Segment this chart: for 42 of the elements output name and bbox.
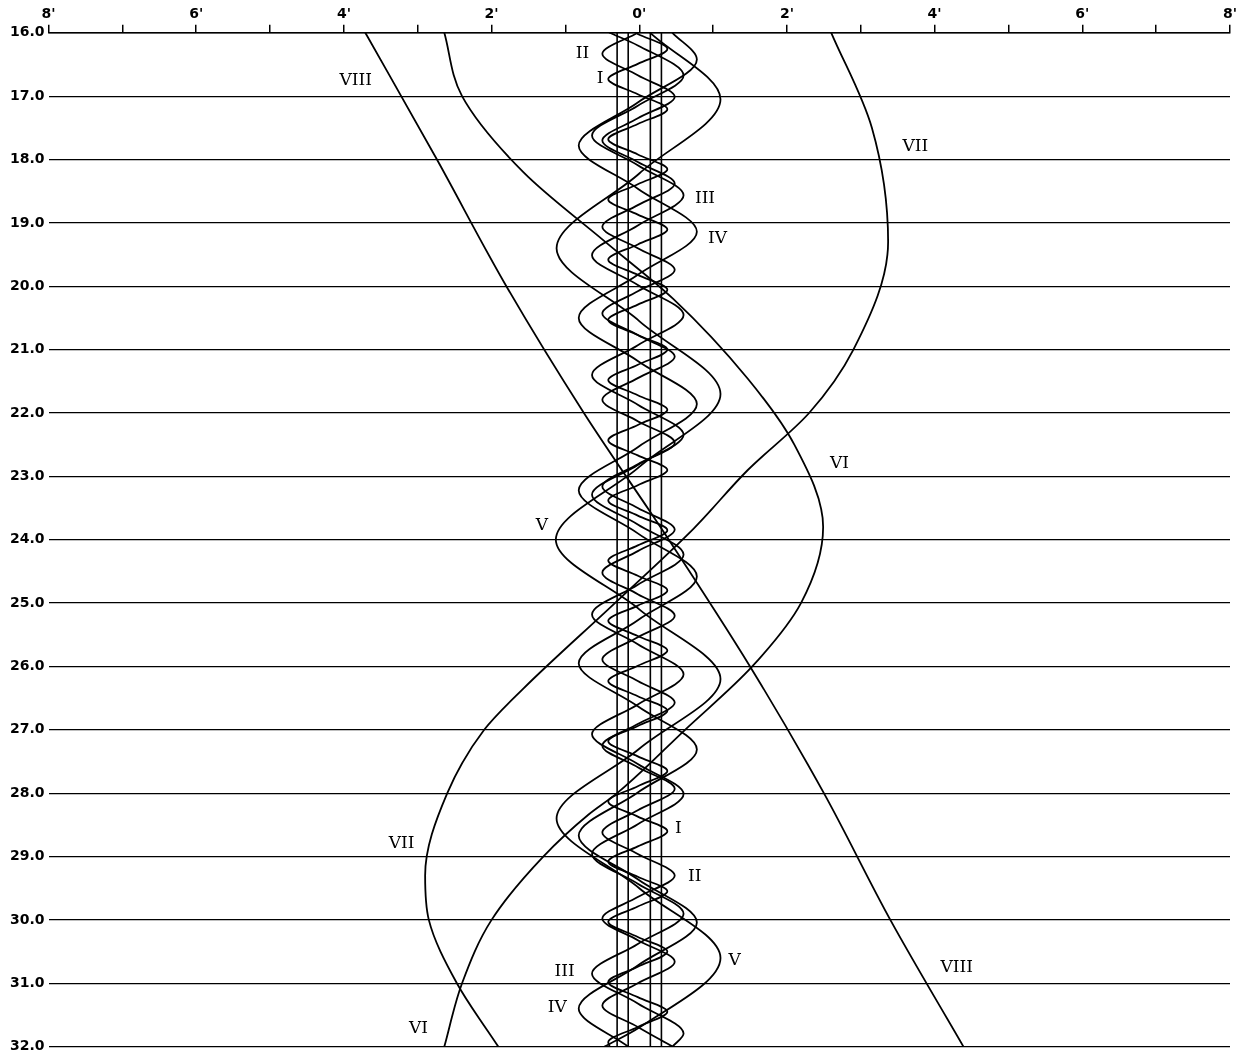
x-tick-label: 2' xyxy=(779,5,794,22)
x-tick-label: 2' xyxy=(484,5,499,22)
annotation: III xyxy=(554,959,575,980)
annotation: V xyxy=(727,949,742,970)
y-tick-label: 27.0 xyxy=(10,720,45,737)
x-tick-label: 0' xyxy=(632,5,647,22)
y-tick-label: 18.0 xyxy=(10,150,45,167)
y-tick-label: 31.0 xyxy=(10,973,45,990)
annotation: I xyxy=(675,817,682,838)
y-tick-label: 22.0 xyxy=(10,403,45,420)
annotation: V xyxy=(534,514,549,535)
y-tick-label: 25.0 xyxy=(10,593,45,610)
y-tick-label: 19.0 xyxy=(10,213,45,230)
x-tick-label: 8' xyxy=(1222,5,1238,22)
y-tick-label: 21.0 xyxy=(10,340,45,357)
y-tick-label: 32.0 xyxy=(10,1037,45,1054)
annotation: IV xyxy=(708,227,728,248)
annotation: IV xyxy=(547,996,568,1017)
x-tick-label: 8' xyxy=(41,5,56,22)
annotation: II xyxy=(575,42,590,63)
annotation: VI xyxy=(407,1016,428,1037)
annotation: I xyxy=(596,67,604,88)
y-tick-label: 17.0 xyxy=(10,86,45,103)
annotation: VII xyxy=(901,135,929,156)
y-tick-label: 23.0 xyxy=(10,466,45,483)
annotation: VIII xyxy=(939,956,974,977)
annotation: VII xyxy=(387,831,415,852)
annotation: VI xyxy=(828,452,849,473)
y-tick-label: 24.0 xyxy=(10,530,45,547)
x-tick-label: 4' xyxy=(927,5,942,22)
y-tick-label: 30.0 xyxy=(10,910,45,927)
y-tick-label: 20.0 xyxy=(10,276,45,293)
annotation: II xyxy=(687,864,702,885)
annotation: III xyxy=(694,187,716,208)
y-tick-label: 29.0 xyxy=(10,847,45,864)
x-tick-label: 6' xyxy=(1075,5,1090,22)
y-tick-label: 16.0 xyxy=(10,23,45,40)
x-tick-label: 6' xyxy=(189,5,204,22)
y-tick-label: 26.0 xyxy=(10,657,45,674)
y-tick-label: 28.0 xyxy=(10,783,45,800)
annotation: VIII xyxy=(338,69,372,90)
x-tick-label: 4' xyxy=(336,5,351,22)
